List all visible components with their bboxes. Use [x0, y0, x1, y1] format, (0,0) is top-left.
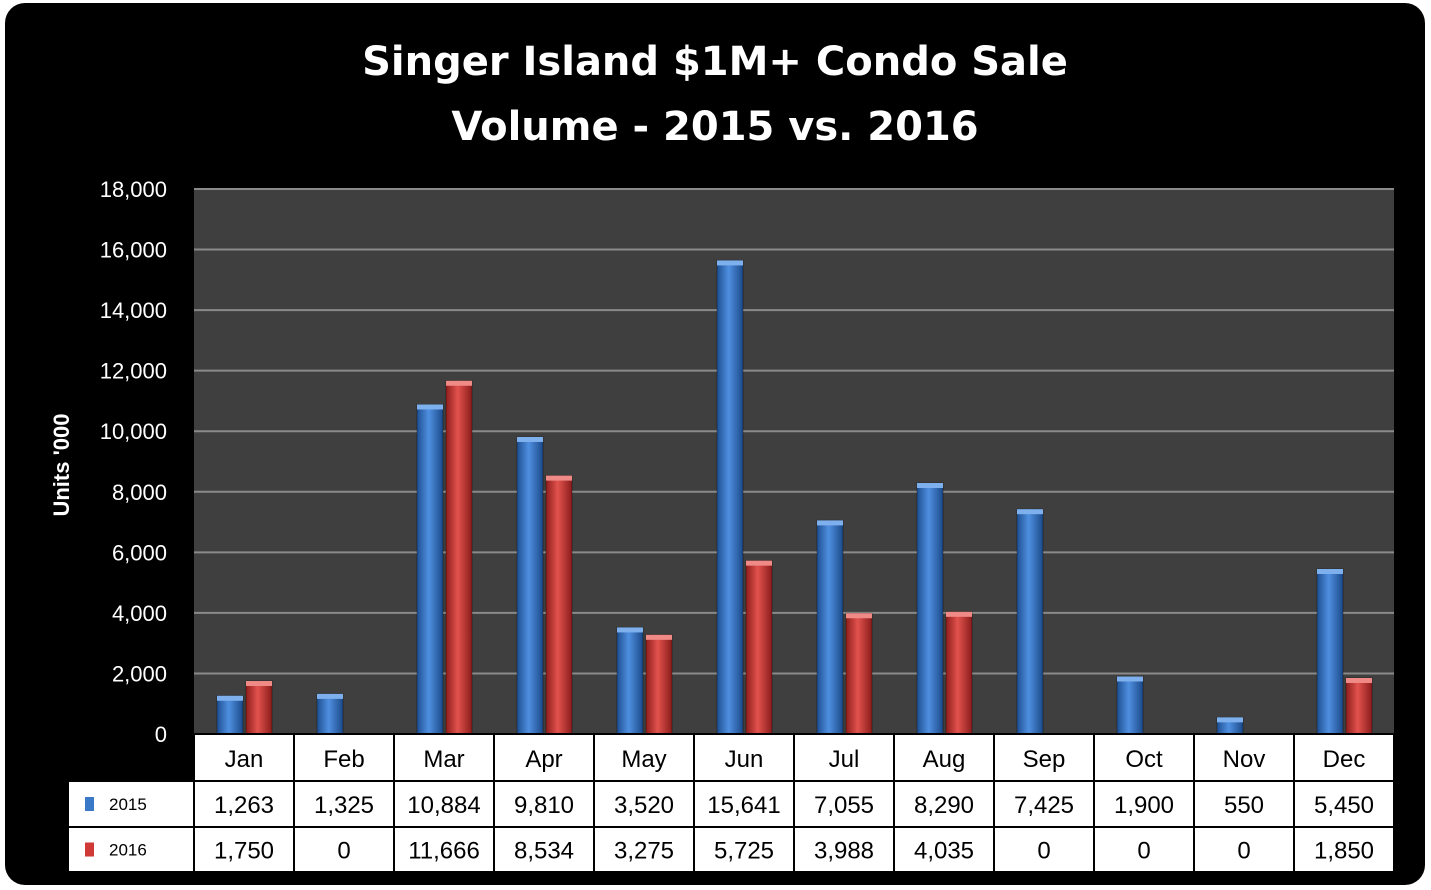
- y-axis-label: Units '000: [49, 413, 74, 516]
- y-tick-label: 6,000: [112, 540, 167, 565]
- data-cell-2016-oct: 0: [1137, 838, 1150, 865]
- data-cell-2015-nov: 550: [1224, 792, 1264, 819]
- x-category-dec: Dec: [1323, 746, 1366, 773]
- bar-2015-jul: [816, 519, 844, 735]
- data-cell-2015-may: 3,520: [614, 792, 674, 819]
- bar-2016-may: [645, 634, 673, 735]
- bar-2016-dec: [1345, 677, 1373, 735]
- bar-cap-2015-jan: [217, 695, 243, 701]
- data-cell-2015-jan: 1,263: [214, 792, 274, 819]
- bar-cap-2015-jun: [717, 260, 743, 266]
- x-category-nov: Nov: [1223, 746, 1266, 773]
- bars: [216, 259, 1373, 735]
- x-category-feb: Feb: [323, 746, 364, 773]
- y-axis-tick-labels: 0 2,000 4,000 6,000 8,000 10,000 12,000 14,000 1…: [100, 177, 167, 747]
- bar-cap-2016-aug: [946, 611, 972, 617]
- bar-2015-aug: [916, 482, 944, 735]
- data-cell-2015-sep: 7,425: [1014, 792, 1074, 819]
- bar-cap-2015-apr: [517, 436, 543, 442]
- data-cell-2016-apr: 8,534: [514, 838, 574, 865]
- bar-cap-2015-nov: [1217, 717, 1243, 723]
- chart-title-line-2: Volume - 2015 vs. 2016: [451, 104, 978, 150]
- bar-2016-jun: [745, 560, 773, 735]
- data-cell-2016-nov: 0: [1237, 838, 1250, 865]
- bar-cap-2016-jul: [846, 613, 872, 619]
- bar-2015-jan: [216, 695, 244, 735]
- bar-cap-2016-apr: [546, 475, 572, 481]
- x-category-jul: Jul: [829, 746, 860, 773]
- bar-cap-2016-jun: [746, 560, 772, 566]
- bar-2016-apr: [545, 475, 573, 735]
- bar-2015-sep: [1016, 508, 1044, 735]
- bar-cap-2016-dec: [1346, 677, 1372, 683]
- data-cell-2016-dec: 1,850: [1314, 838, 1374, 865]
- x-category-apr: Apr: [525, 746, 562, 773]
- data-cell-2015-jul: 7,055: [814, 792, 874, 819]
- bar-cap-2015-mar: [417, 404, 443, 410]
- data-cell-2016-jan: 1,750: [214, 838, 274, 865]
- y-tick-label: 8,000: [112, 480, 167, 505]
- data-cell-2016-aug: 4,035: [914, 838, 974, 865]
- x-category-sep: Sep: [1023, 746, 1066, 773]
- bar-2015-feb: [316, 693, 344, 735]
- data-cell-2015-apr: 9,810: [514, 792, 574, 819]
- legend-label-2015: 2015: [109, 795, 147, 814]
- data-cell-2015-dec: 5,450: [1314, 792, 1374, 819]
- data-cell-2016-mar: 11,666: [408, 838, 480, 865]
- y-tick-label: 12,000: [100, 359, 167, 384]
- y-tick-label: 14,000: [100, 298, 167, 323]
- data-cell-2016-sep: 0: [1037, 838, 1050, 865]
- bar-cap-2015-sep: [1017, 509, 1043, 515]
- x-category-jan: Jan: [225, 746, 264, 773]
- bar-cap-2016-jan: [246, 681, 272, 687]
- data-table: Jan Feb Mar Apr May Jun Jul Aug Sep Oct Nov Dec 2015…: [67, 733, 1395, 873]
- x-category-may: May: [621, 746, 666, 773]
- legend-key-2016: [85, 842, 94, 857]
- data-cell-2016-jun: 5,725: [714, 838, 774, 865]
- data-cell-2015-feb: 1,325: [314, 792, 374, 819]
- legend-key-2015: [85, 797, 94, 811]
- data-cell-2015-mar: 10,884: [407, 792, 480, 819]
- data-cell-2016-may: 3,275: [614, 838, 674, 865]
- data-cell-2016-jul: 3,988: [814, 838, 874, 865]
- y-tick-label: 4,000: [112, 601, 167, 626]
- bar-cap-2015-oct: [1117, 676, 1143, 682]
- y-tick-label: 16,000: [100, 238, 167, 263]
- bar-2016-aug: [945, 611, 973, 735]
- data-cell-2015-aug: 8,290: [914, 792, 974, 819]
- y-tick-label: 18,000: [100, 177, 167, 202]
- chart-svg: Singer Island $1M+ Condo Sale Volume - 2…: [49, 39, 1395, 873]
- bar-cap-2015-dec: [1317, 568, 1343, 574]
- y-tick-label: 0: [155, 722, 167, 747]
- bar-cap-2015-jul: [817, 520, 843, 526]
- gridlines: [194, 188, 1394, 675]
- bar-cap-2016-mar: [446, 380, 472, 386]
- bar-cap-2015-may: [617, 627, 643, 633]
- bar-2016-mar: [445, 380, 473, 735]
- bar-cap-2015-feb: [317, 693, 343, 699]
- bar-2015-jun: [716, 259, 744, 735]
- bar-2015-oct: [1116, 675, 1144, 735]
- y-tick-label: 10,000: [100, 419, 167, 444]
- legend-label-2016: 2016: [109, 841, 147, 860]
- data-cell-2015-oct: 1,900: [1114, 792, 1174, 819]
- x-category-mar: Mar: [423, 746, 464, 773]
- chart-frame: Singer Island $1M+ Condo Sale Volume - 2…: [5, 3, 1425, 885]
- data-cell-2016-feb: 0: [337, 838, 350, 865]
- bar-cap-2015-aug: [917, 482, 943, 488]
- bar-2016-jul: [845, 612, 873, 735]
- bar-2016-jan: [245, 680, 273, 735]
- x-category-aug: Aug: [923, 746, 966, 773]
- x-category-jun: Jun: [725, 746, 764, 773]
- x-category-oct: Oct: [1125, 746, 1163, 773]
- chart-title-line-1: Singer Island $1M+ Condo Sale: [362, 39, 1068, 85]
- data-cell-2015-jun: 15,641: [707, 792, 780, 819]
- plot-area: [194, 189, 1394, 734]
- bar-2015-may: [616, 626, 644, 735]
- y-tick-label: 2,000: [112, 661, 167, 686]
- bar-cap-2016-may: [646, 634, 672, 640]
- bar-2015-apr: [516, 436, 544, 735]
- bar-2015-dec: [1316, 568, 1344, 735]
- bar-2015-mar: [416, 403, 444, 735]
